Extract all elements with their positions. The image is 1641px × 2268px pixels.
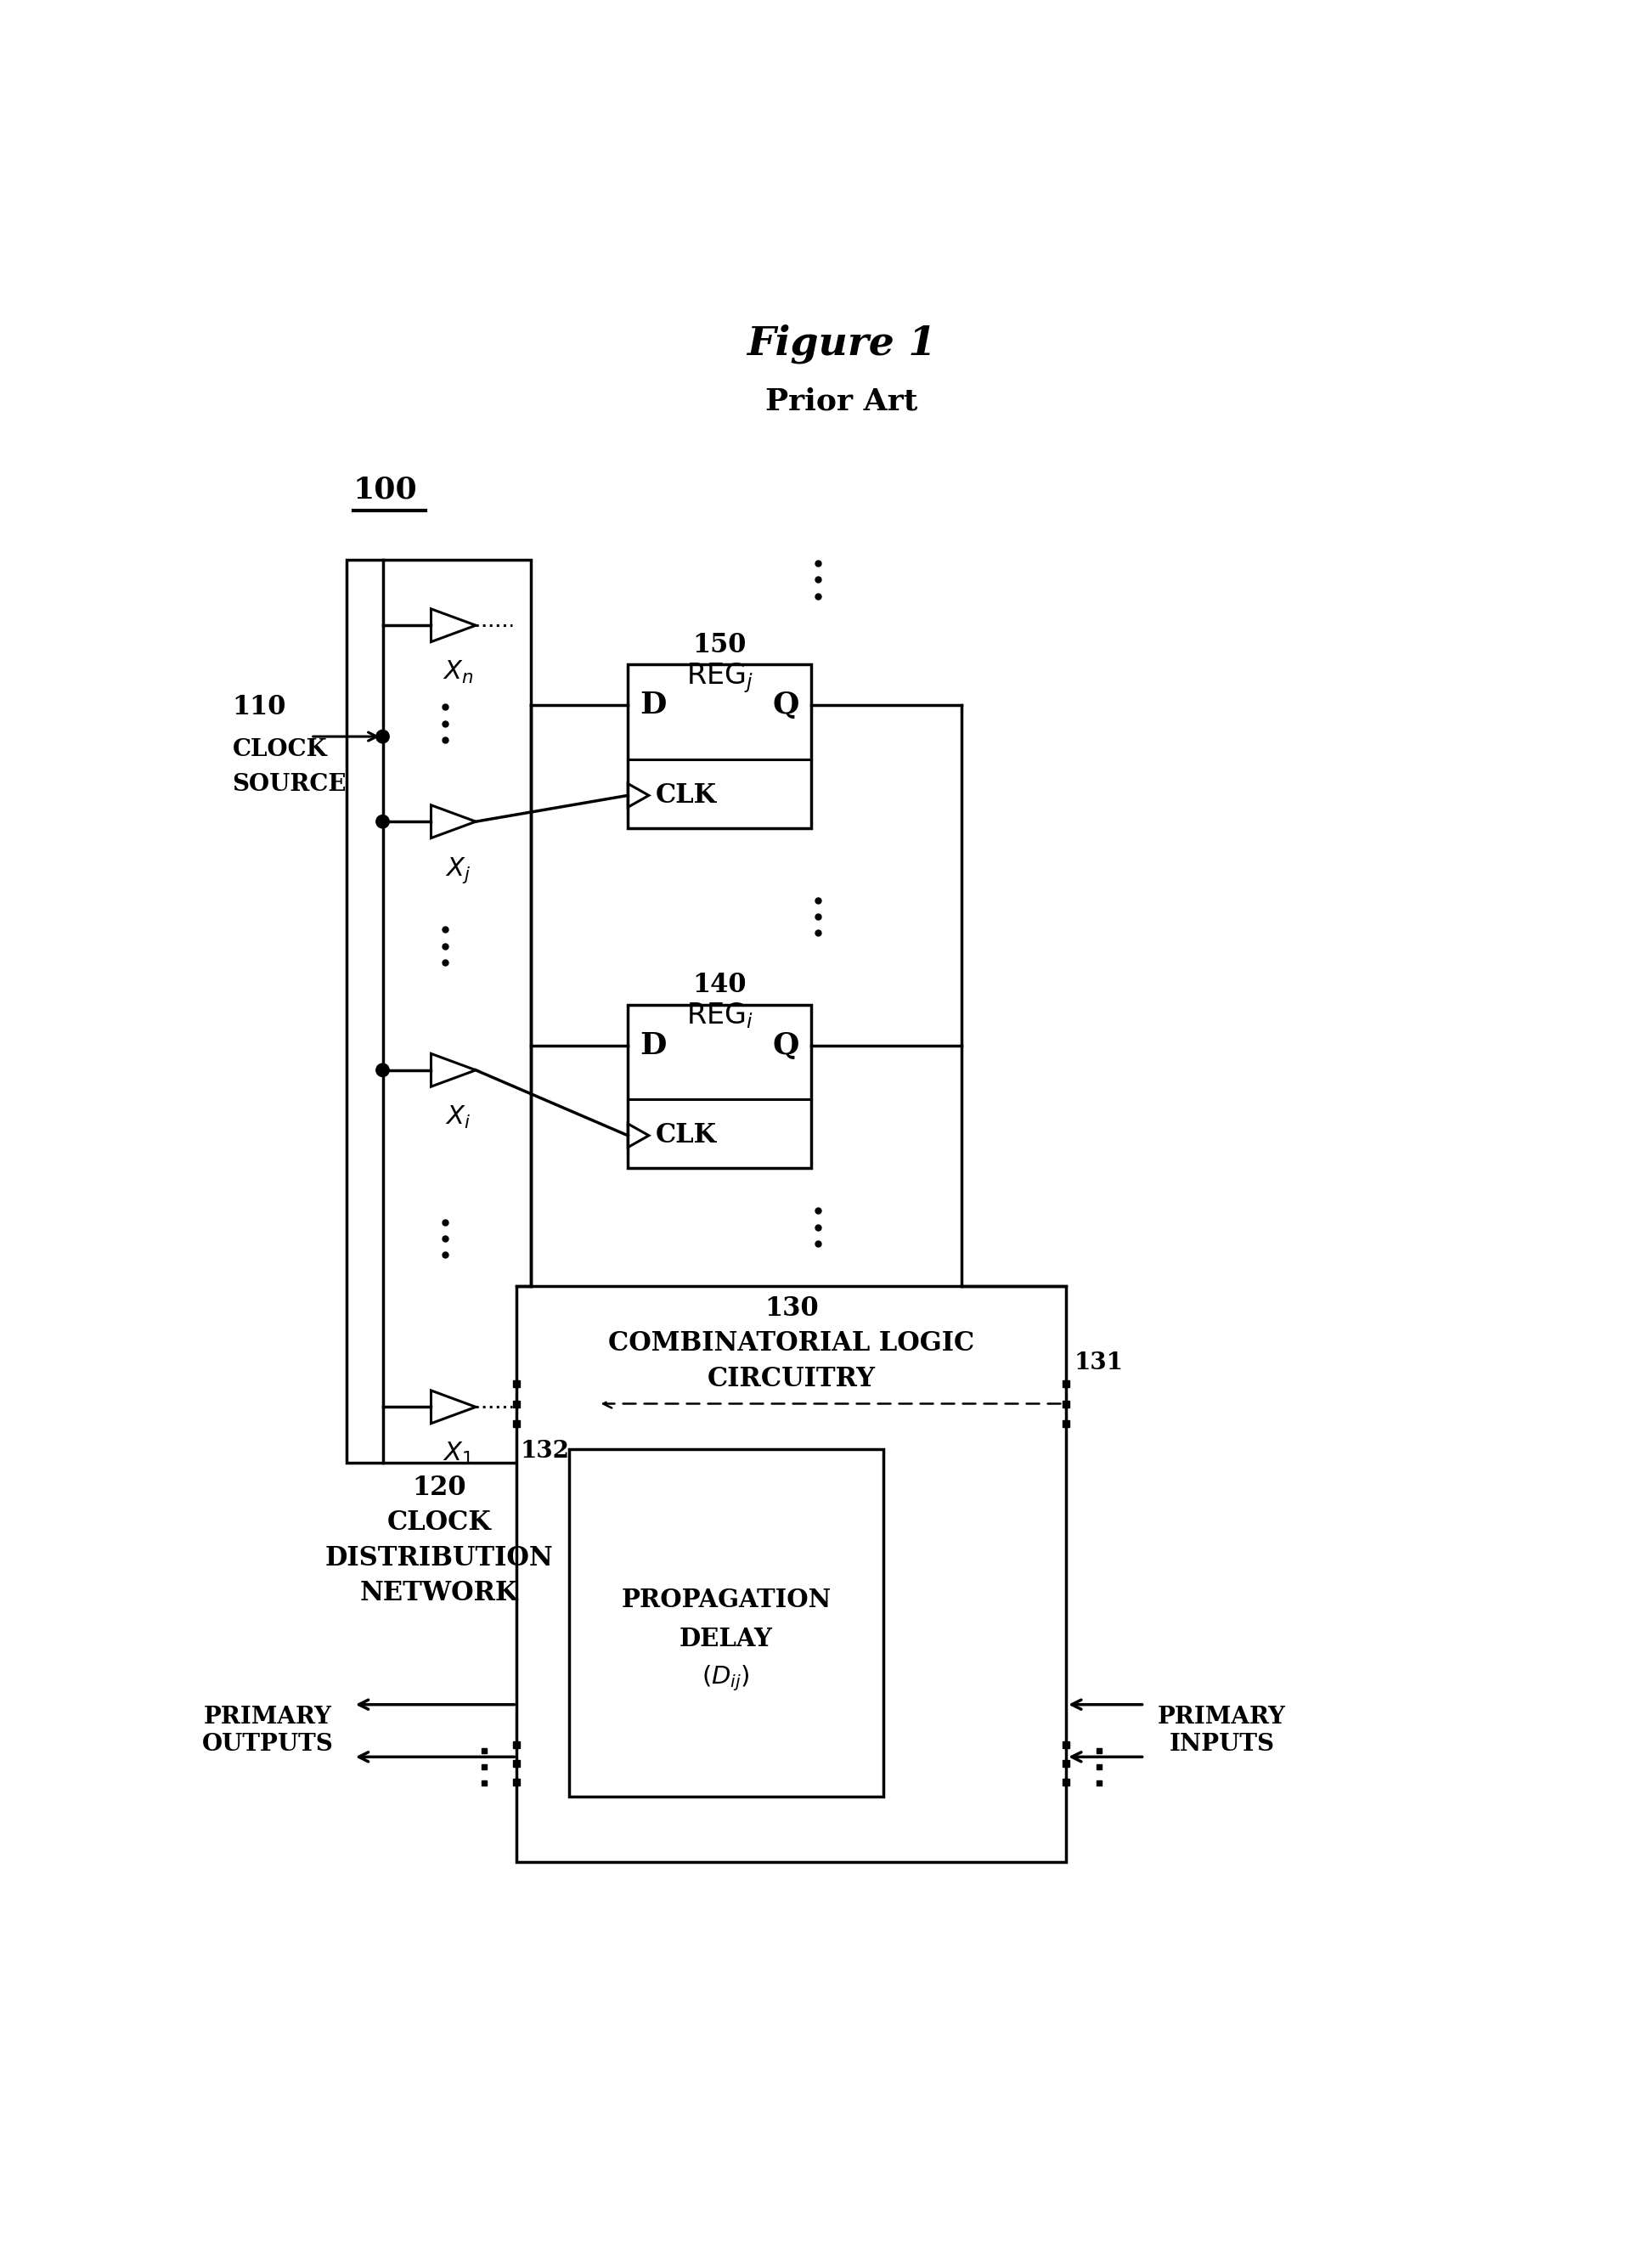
Text: Q: Q [773, 1032, 799, 1059]
Text: 132: 132 [520, 1440, 569, 1463]
Text: DELAY: DELAY [679, 1626, 773, 1651]
Text: D: D [638, 1032, 666, 1059]
Text: 140: 140 [693, 973, 747, 998]
Text: Figure 1: Figure 1 [747, 324, 935, 363]
Bar [627, 1005, 811, 1168]
Text: 100: 100 [353, 474, 417, 503]
Text: CLOCK: CLOCK [231, 737, 327, 760]
Text: PROPAGATION: PROPAGATION [620, 1588, 830, 1613]
Circle shape [376, 814, 389, 828]
Text: Prior Art: Prior Art [765, 386, 917, 415]
Bar [346, 560, 530, 1463]
Text: $(D_{ij})$: $(D_{ij})$ [701, 1665, 750, 1694]
Text: D: D [638, 692, 666, 719]
Text: 110: 110 [231, 694, 286, 721]
Text: Q: Q [773, 692, 799, 719]
Circle shape [376, 1064, 389, 1077]
Bar [627, 665, 811, 828]
Text: PRIMARY
OUTPUTS: PRIMARY OUTPUTS [202, 1706, 333, 1755]
Text: COMBINATORIAL LOGIC: COMBINATORIAL LOGIC [607, 1331, 975, 1356]
Circle shape [376, 730, 389, 744]
Text: CIRCUITRY: CIRCUITRY [707, 1365, 875, 1393]
Bar [517, 1286, 1065, 1862]
Text: CLOCK: CLOCK [387, 1510, 491, 1535]
Text: NETWORK: NETWORK [359, 1581, 519, 1606]
Text: CLK: CLK [655, 782, 715, 810]
Text: 131: 131 [1073, 1352, 1122, 1374]
Text: $X_1$: $X_1$ [443, 1440, 473, 1467]
Bar [569, 1449, 883, 1796]
Text: $X_j$: $X_j$ [445, 855, 471, 885]
Text: $X_i$: $X_i$ [445, 1105, 471, 1129]
Text: CLK: CLK [655, 1123, 715, 1148]
Text: PRIMARY
INPUTS: PRIMARY INPUTS [1157, 1706, 1285, 1755]
Text: 150: 150 [693, 633, 747, 658]
Text: DISTRIBUTION: DISTRIBUTION [325, 1545, 553, 1572]
Text: $\mathrm{REG}_i$: $\mathrm{REG}_i$ [686, 1000, 753, 1030]
Text: $\mathrm{REG}_j$: $\mathrm{REG}_j$ [686, 660, 753, 694]
Text: 120: 120 [412, 1474, 466, 1501]
Text: 130: 130 [765, 1295, 817, 1322]
Text: SOURCE: SOURCE [231, 773, 346, 796]
Text: $X_n$: $X_n$ [441, 660, 473, 685]
